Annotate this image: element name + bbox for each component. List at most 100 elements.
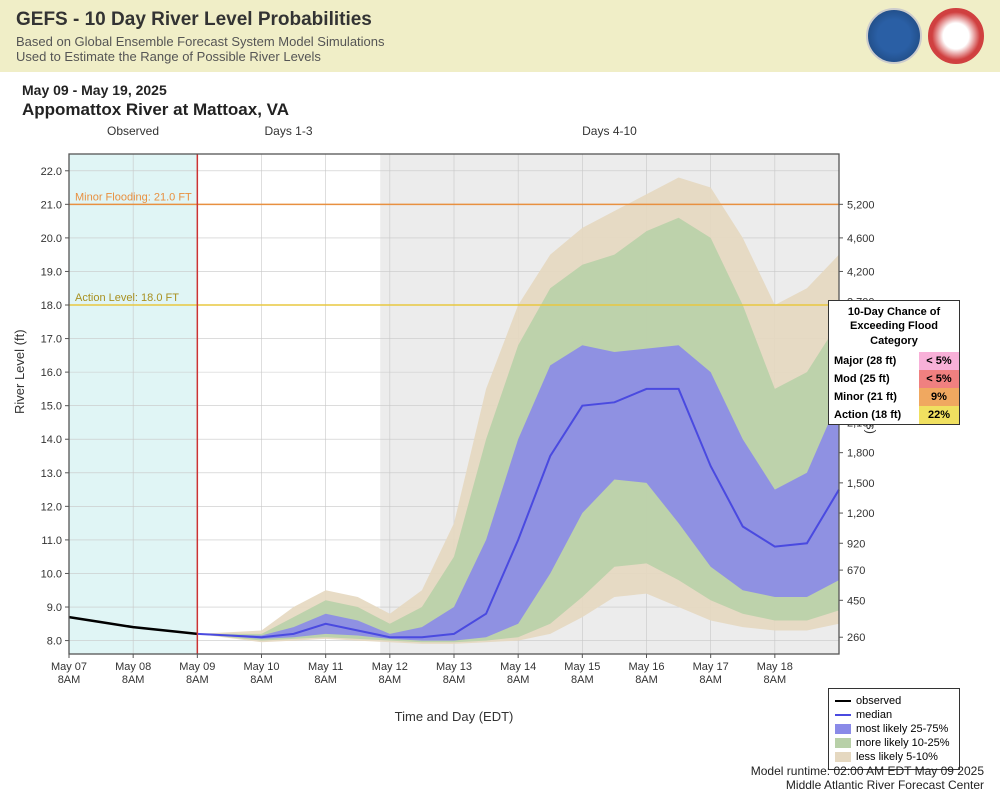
legend-label: more likely 10-25% [856,737,950,749]
period-observed: Observed [69,124,197,138]
svg-text:18.0: 18.0 [41,300,62,312]
legend-label: median [856,709,892,721]
prob-row: Minor (21 ft)9% [829,388,959,406]
forecast-center: Middle Atlantic River Forecast Center [751,778,984,792]
svg-text:8AM: 8AM [507,674,530,686]
svg-text:8AM: 8AM [699,674,722,686]
svg-text:1,200: 1,200 [847,508,875,520]
svg-text:14.0: 14.0 [41,434,62,446]
prob-label: Major (28 ft) [829,352,919,370]
svg-text:Minor Flooding: 21.0 FT: Minor Flooding: 21.0 FT [75,191,192,203]
model-runtime: Model runtime: 02:00 AM EDT May 09 2025 [751,764,984,778]
svg-text:May 10: May 10 [243,661,279,673]
svg-text:5,200: 5,200 [847,199,875,211]
svg-text:8AM: 8AM [58,674,81,686]
legend-box: observed median most likely 25-75% more lik… [828,688,960,770]
svg-text:13.0: 13.0 [41,468,62,480]
svg-text:May 13: May 13 [436,661,472,673]
legend-swatch [835,738,851,748]
svg-text:920: 920 [847,538,865,550]
svg-text:4,200: 4,200 [847,266,875,278]
legend-label: less likely 5-10% [856,751,938,763]
svg-text:May 16: May 16 [628,661,664,673]
probability-title: 10-Day Chance of Exceeding Flood Categor… [829,301,959,352]
svg-text:10.0: 10.0 [41,568,62,580]
probability-box: 10-Day Chance of Exceeding Flood Categor… [828,300,960,425]
svg-text:8AM: 8AM [122,674,145,686]
header-text: GEFS - 10 Day River Level Probabilities … [16,9,385,64]
legend-swatch [835,752,851,762]
svg-text:8AM: 8AM [571,674,594,686]
prob-label: Action (18 ft) [829,406,919,424]
svg-text:17.0: 17.0 [41,334,62,346]
svg-text:8AM: 8AM [314,674,337,686]
prob-value: 9% [919,388,959,406]
svg-text:May 11: May 11 [308,661,343,673]
footer: Model runtime: 02:00 AM EDT May 09 2025 … [751,764,984,792]
header: GEFS - 10 Day River Level Probabilities … [0,0,1000,72]
subtitle-1: Based on Global Ensemble Forecast System… [16,34,385,49]
svg-text:May 15: May 15 [564,661,600,673]
page-title: GEFS - 10 Day River Level Probabilities [16,9,385,31]
legend-item: more likely 10-25% [835,737,953,749]
svg-text:8AM: 8AM [250,674,273,686]
svg-text:8AM: 8AM [635,674,658,686]
svg-text:9.0: 9.0 [47,602,62,614]
svg-text:12.0: 12.0 [41,501,62,513]
svg-text:21.0: 21.0 [41,199,62,211]
legend-item: most likely 25-75% [835,723,953,735]
legend-label: most likely 25-75% [856,723,948,735]
subtitle-2: Used to Estimate the Range of Possible R… [16,49,385,64]
legend-item: median [835,709,953,721]
svg-text:4,600: 4,600 [847,233,875,245]
legend-swatch [835,724,851,734]
svg-text:May 08: May 08 [115,661,151,673]
legend-item: observed [835,695,953,707]
svg-text:1,800: 1,800 [847,448,875,460]
chart-svg: Minor Flooding: 21.0 FT Action Level: 18.… [14,140,894,720]
svg-text:May 17: May 17 [693,661,729,673]
svg-text:8AM: 8AM [764,674,787,686]
svg-text:Action Level: 18.0 FT: Action Level: 18.0 FT [75,292,179,304]
date-range: May 09 - May 19, 2025 [22,82,978,98]
period-days410: Days 4-10 [380,124,839,138]
period-labels: Observed Days 1-3 Days 4-10 [69,124,839,138]
svg-text:8.0: 8.0 [47,636,62,648]
svg-text:May 18: May 18 [757,661,793,673]
legend-swatch [835,714,851,716]
svg-text:11.0: 11.0 [41,535,62,547]
svg-text:450: 450 [847,595,865,607]
svg-text:8AM: 8AM [443,674,466,686]
svg-text:8AM: 8AM [186,674,209,686]
svg-text:May 14: May 14 [500,661,536,673]
svg-text:May 07: May 07 [51,661,87,673]
legend-label: observed [856,695,901,707]
prob-row: Mod (25 ft)< 5% [829,370,959,388]
chart-titles: May 09 - May 19, 2025 Appomattox River a… [0,72,1000,120]
x-axis-label: Time and Day (EDT) [14,709,894,724]
legend-swatch [835,700,851,702]
svg-text:19.0: 19.0 [41,266,62,278]
svg-text:20.0: 20.0 [41,233,62,245]
svg-text:15.0: 15.0 [41,401,62,413]
prob-label: Mod (25 ft) [829,370,919,388]
location-title: Appomattox River at Mattoax, VA [22,100,978,120]
y-axis-left-label: River Level (ft) [12,329,27,414]
svg-text:1,500: 1,500 [847,478,875,490]
prob-value: < 5% [919,370,959,388]
period-days13: Days 1-3 [197,124,380,138]
logo-group [866,8,984,64]
prob-label: Minor (21 ft) [829,388,919,406]
prob-value: 22% [919,406,959,424]
prob-row: Action (18 ft)22% [829,406,959,424]
svg-text:16.0: 16.0 [41,367,62,379]
legend-item: less likely 5-10% [835,751,953,763]
prob-row: Major (28 ft)< 5% [829,352,959,370]
svg-text:260: 260 [847,632,865,644]
noaa-logo-icon [866,8,922,64]
svg-text:May 12: May 12 [372,661,408,673]
prob-value: < 5% [919,352,959,370]
svg-text:8AM: 8AM [379,674,402,686]
nws-logo-icon [928,8,984,64]
svg-text:670: 670 [847,565,865,577]
